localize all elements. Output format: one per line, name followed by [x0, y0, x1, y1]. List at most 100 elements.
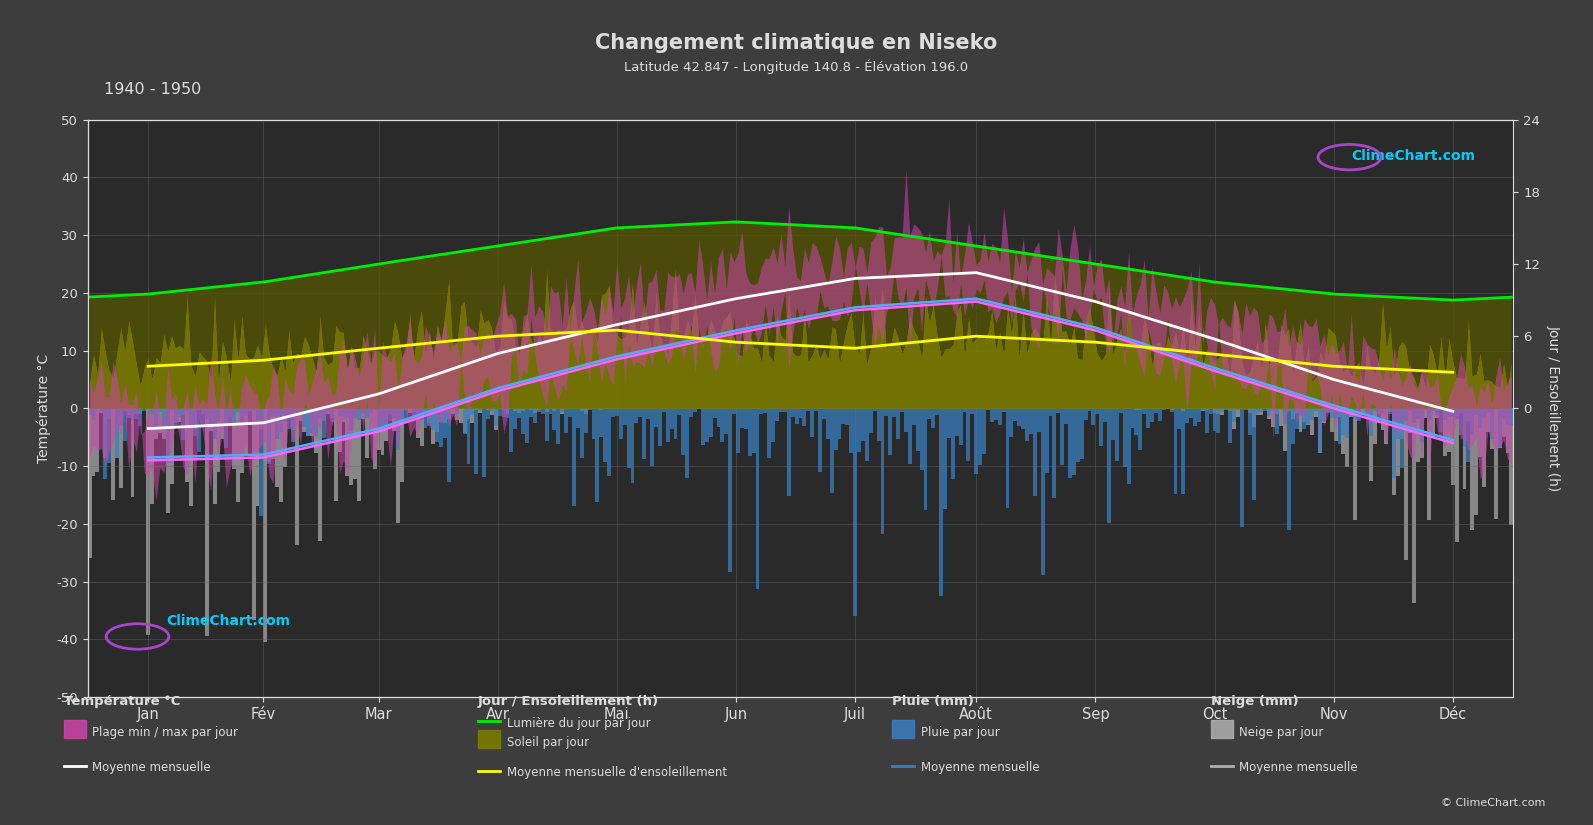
Bar: [1123, 408, 1126, 467]
Bar: [583, 408, 588, 414]
Bar: [327, 408, 330, 414]
Bar: [526, 408, 529, 443]
Bar: [1040, 408, 1045, 575]
Bar: [1416, 408, 1419, 462]
Bar: [158, 408, 162, 433]
Bar: [1107, 408, 1110, 522]
Bar: [838, 408, 841, 439]
Bar: [252, 408, 255, 410]
Bar: [631, 408, 634, 483]
Bar: [1158, 408, 1161, 409]
Bar: [365, 408, 370, 458]
Bar: [782, 408, 787, 412]
Bar: [271, 408, 276, 459]
Bar: [158, 408, 162, 412]
Bar: [1209, 408, 1212, 414]
Bar: [1225, 408, 1228, 409]
Bar: [911, 408, 916, 425]
Bar: [276, 408, 279, 440]
Bar: [967, 408, 970, 461]
Bar: [330, 408, 333, 418]
Bar: [596, 408, 599, 409]
Bar: [521, 408, 526, 412]
Bar: [349, 408, 354, 485]
Bar: [236, 408, 241, 412]
Bar: [924, 408, 927, 510]
Bar: [384, 408, 389, 441]
Bar: [1494, 408, 1497, 520]
Bar: [1510, 408, 1513, 525]
Bar: [854, 408, 857, 616]
Bar: [1416, 408, 1419, 419]
Bar: [1056, 408, 1061, 412]
Bar: [303, 408, 306, 431]
Bar: [1403, 408, 1408, 560]
Bar: [569, 408, 572, 417]
Bar: [1346, 408, 1349, 467]
Bar: [459, 408, 462, 423]
Bar: [1432, 408, 1435, 412]
Bar: [491, 408, 494, 411]
Bar: [470, 408, 475, 415]
Bar: [150, 408, 155, 504]
Bar: [1290, 408, 1295, 444]
Bar: [795, 408, 798, 423]
Bar: [970, 408, 975, 413]
Bar: [841, 408, 846, 424]
Bar: [693, 408, 698, 412]
Bar: [298, 408, 303, 415]
Bar: [494, 408, 497, 430]
Bar: [1295, 408, 1298, 428]
Text: Neige par jour: Neige par jour: [1239, 726, 1324, 739]
Bar: [198, 408, 201, 410]
Bar: [1446, 408, 1451, 417]
Bar: [462, 408, 467, 434]
Text: Moyenne mensuelle: Moyenne mensuelle: [921, 761, 1039, 775]
Bar: [1478, 408, 1481, 457]
Bar: [1454, 408, 1459, 542]
Bar: [88, 408, 91, 558]
Bar: [755, 408, 760, 589]
Bar: [580, 408, 583, 411]
Bar: [537, 408, 540, 412]
Bar: [1153, 408, 1158, 409]
Bar: [903, 408, 908, 431]
Bar: [1365, 408, 1368, 414]
Bar: [1158, 408, 1161, 421]
Bar: [427, 408, 432, 422]
Bar: [1341, 408, 1346, 454]
Bar: [521, 408, 526, 434]
Bar: [1373, 408, 1376, 445]
Bar: [1091, 408, 1096, 425]
Text: Pluie (mm): Pluie (mm): [892, 695, 973, 709]
Bar: [349, 408, 354, 431]
Bar: [1384, 408, 1389, 445]
Bar: [244, 408, 249, 455]
Bar: [225, 408, 228, 423]
Bar: [623, 408, 626, 426]
Bar: [1104, 408, 1107, 422]
Bar: [1424, 408, 1427, 417]
Bar: [357, 408, 362, 501]
Bar: [322, 408, 327, 438]
Bar: [134, 408, 139, 419]
Bar: [1322, 408, 1325, 421]
Bar: [284, 408, 287, 422]
Bar: [889, 408, 892, 455]
Bar: [1153, 408, 1158, 412]
Bar: [1427, 408, 1432, 421]
Bar: [580, 408, 583, 458]
Text: Moyenne mensuelle: Moyenne mensuelle: [92, 761, 210, 775]
Text: 1940 - 1950: 1940 - 1950: [104, 82, 201, 97]
Bar: [1325, 408, 1330, 412]
Bar: [548, 408, 553, 414]
Bar: [1467, 408, 1470, 422]
Bar: [155, 408, 158, 427]
Bar: [564, 408, 569, 433]
Bar: [1381, 408, 1384, 413]
Bar: [1018, 408, 1021, 427]
Bar: [1403, 408, 1408, 421]
Bar: [940, 408, 943, 596]
Bar: [986, 408, 989, 410]
Bar: [1274, 408, 1279, 434]
